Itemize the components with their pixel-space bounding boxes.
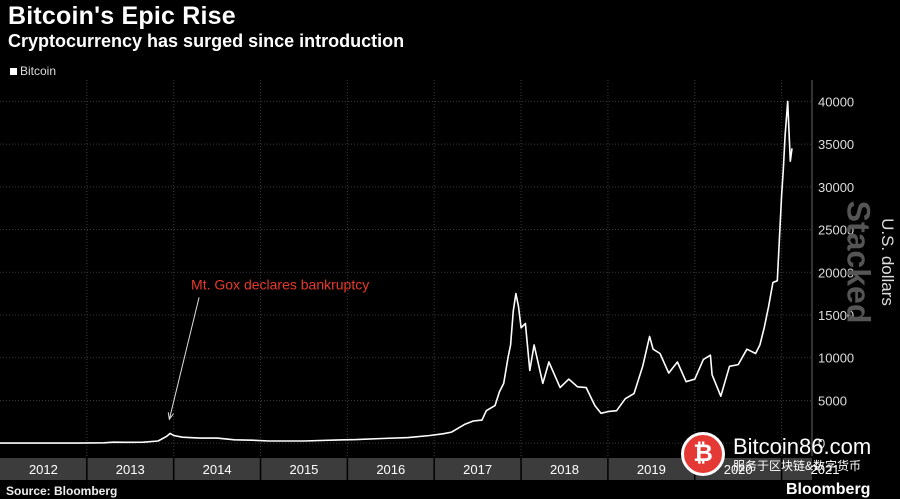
site-name: Bitcoin86.com — [733, 433, 872, 459]
x-tick-label: 2018 — [550, 462, 579, 477]
legend: Bitcoin — [10, 64, 56, 78]
x-axis-band — [0, 458, 812, 480]
chart-subtitle: Cryptocurrency has surged since introduc… — [8, 31, 405, 51]
series-line-bitcoin — [0, 100, 793, 444]
x-tick-label: 2020 — [724, 462, 753, 477]
x-tick-label: 2012 — [29, 462, 58, 477]
x-tick-label: 2014 — [203, 462, 232, 477]
x-tick-label: 2019 — [637, 462, 666, 477]
source-note: Source: Bloomberg — [6, 484, 118, 498]
y-tick-label: 35000 — [818, 137, 854, 152]
bitcoin-logo-icon: ₿ — [681, 432, 725, 476]
y-tick-label: 30000 — [818, 180, 854, 195]
y-tick-label: 15000 — [818, 308, 854, 323]
y-tick-label: 25000 — [818, 223, 854, 238]
annotation-arrow-head — [167, 412, 174, 421]
y-tick-label: 10000 — [818, 351, 854, 366]
stacked-watermark: Stacked — [840, 200, 877, 324]
x-tick-label: 2016 — [376, 462, 405, 477]
x-tick-label: 2015 — [289, 462, 318, 477]
chart-title: Bitcoin's Epic Rise — [8, 2, 236, 30]
legend-label: Bitcoin — [20, 64, 57, 78]
x-tick-label: 2021 — [811, 462, 840, 477]
y-tick-label: 40000 — [818, 94, 854, 109]
site-watermark: ₿ Bitcoin86.com 服务于区块链&数字货币 — [681, 432, 871, 476]
x-tick-label: 2017 — [463, 462, 492, 477]
legend-swatch — [10, 67, 17, 75]
site-watermark-text: Bitcoin86.com 服务于区块链&数字货币 — [733, 433, 872, 474]
annotation-text: Mt. Gox declares bankruptcy — [191, 276, 369, 292]
x-tick-label: 2013 — [116, 462, 145, 477]
y-axis-label: U.S. dollars — [878, 218, 897, 306]
y-tick-label: 0 — [818, 436, 825, 451]
brand-label: Bloomberg — [786, 481, 871, 498]
y-tick-label: 5000 — [818, 393, 847, 408]
annotation-arrow-line — [168, 297, 200, 420]
site-tagline: 服务于区块链&数字货币 — [733, 458, 862, 473]
y-tick-label: 20000 — [818, 265, 854, 280]
